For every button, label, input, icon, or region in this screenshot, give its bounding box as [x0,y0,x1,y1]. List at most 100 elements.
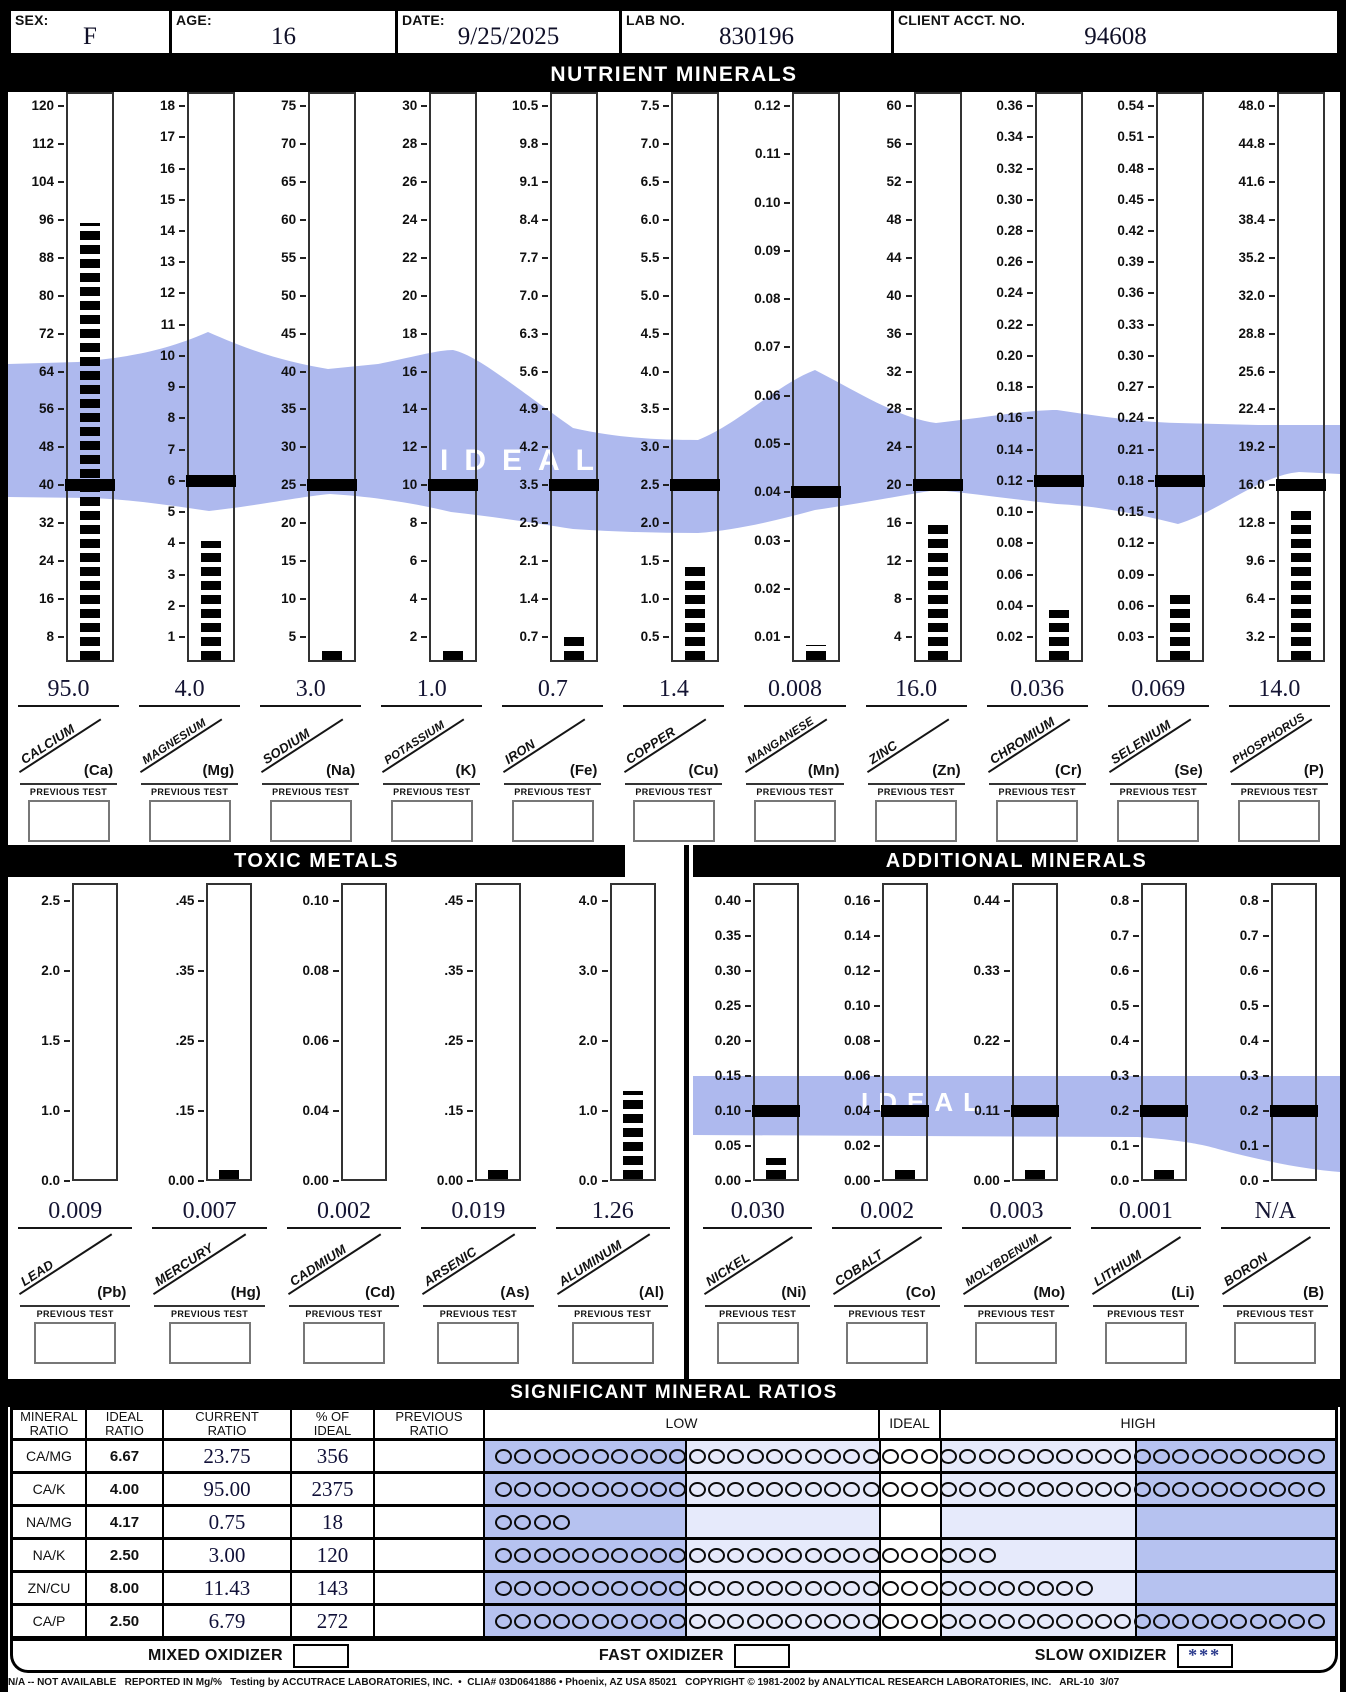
ratio-scale-circle [495,1581,512,1596]
tick-mark [1147,229,1154,232]
previous-test-box[interactable] [875,800,958,842]
previous-ratio-cell[interactable] [375,1540,485,1570]
tick-mark [421,408,428,411]
tick-label: 60 [281,211,297,227]
previous-test-label: PREVIOUS TEST [1109,783,1207,797]
tick-label: 32 [38,515,54,531]
previous-ratio-cell[interactable] [375,1441,485,1471]
ratio-scale-circle [746,1548,764,1563]
tick-mark [663,294,670,297]
previous-ratio-cell[interactable] [375,1573,485,1603]
tick-mark [745,900,751,902]
mineral-name-block: ALUMINUM (Al) [555,1227,670,1305]
ratio-scale-circle [1075,1449,1093,1464]
tick-mark [300,560,307,563]
tick-label: 17 [160,129,176,145]
previous-test-box[interactable] [34,1322,117,1364]
zone-header-high: HIGH [1120,1415,1156,1432]
tick-mark [58,256,64,259]
footer-fine-print: N/A -- NOT AVAILABLE REPORTED IN Mg/% Te… [8,1677,1120,1688]
tick-label: 0.16 [844,893,871,908]
tick-mark [179,417,186,420]
previous-test-box[interactable] [1238,800,1321,842]
previous-test-box[interactable] [975,1322,1058,1364]
ratio-scale-circle [1152,1614,1170,1629]
previous-ratio-cell[interactable] [375,1606,485,1636]
tick-label: 0.09 [754,242,781,258]
iron-chart: 10.5 9.8 9.1 8.4 7.7 7.0 6.3 5.6 4.9 4.2 3.5 2.5 2.1… [492,92,613,667]
previous-test-box[interactable] [632,800,715,842]
ideal-level-bar [1033,474,1084,487]
previous-test-box[interactable] [302,1322,385,1364]
previous-test-label: PREVIOUS TEST [988,783,1086,797]
tick-mark [745,1110,751,1112]
tick-label: 2.1 [519,553,539,569]
mineral-symbol: (Na) [326,762,356,779]
slow-oxidizer-checkbox[interactable]: *** [1176,1643,1233,1668]
pct-of-ideal-cell: 272 [292,1606,375,1636]
previous-test-label: PREVIOUS TEST [625,783,723,797]
tick-mark [905,180,912,183]
zone-shading [1136,1573,1335,1603]
col-header-mineral-ratio: MINERAL RATIO [13,1409,87,1438]
ratio-scale-circle [901,1482,919,1497]
tick-label: 12 [402,439,418,455]
previous-test-box[interactable] [27,800,110,842]
tick-label: 0.22 [996,316,1023,332]
ratio-scale-circle [901,1614,919,1629]
fast-oxidizer-checkbox[interactable] [733,1643,790,1668]
tick-mark [1147,136,1154,139]
tick-mark [421,598,428,601]
previous-test-box[interactable] [1117,800,1200,842]
tick-mark [1147,354,1154,357]
tick-mark [300,446,307,449]
tick-mark [1147,198,1154,201]
tick-mark [745,970,751,972]
ideal-level-bar [1275,479,1326,492]
tick-mark [300,218,307,221]
previous-test-box[interactable] [754,800,836,842]
tick-mark [1147,105,1154,107]
tick-label: 64 [38,363,54,379]
previous-test-box[interactable] [846,1322,929,1364]
measured-value: 1.26 [591,1198,634,1224]
ratio-scale-circle [1133,1482,1151,1497]
tick-label: 0.0 [1239,1173,1259,1188]
previous-test-box[interactable] [148,800,231,842]
previous-ratio-cell[interactable] [375,1507,485,1537]
ratio-scale-circle [1094,1614,1112,1629]
mineral-symbol: (P) [1303,762,1324,779]
value-bar [322,650,343,660]
tick-mark [421,370,428,373]
tick-label: 0.4 [1110,1033,1130,1048]
tick-mark [1026,198,1033,201]
tick-mark [64,900,70,902]
tick-label: 0.11 [974,1103,1000,1118]
previous-test-box[interactable] [390,800,473,842]
previous-test-box[interactable] [996,800,1079,842]
tick-label: .25 [444,1033,464,1048]
ratio-scale-circle [630,1449,648,1464]
tick-label: .35 [175,963,195,978]
previous-test-box[interactable] [1234,1322,1317,1364]
mixed-oxidizer-checkbox[interactable] [292,1643,349,1668]
value-underline [502,705,604,707]
previous-test-box[interactable] [269,800,352,842]
previous-test-box[interactable] [437,1322,520,1364]
previous-test-box[interactable] [571,1322,654,1364]
mineral-symbol: (Li) [1171,1284,1195,1301]
previous-test-box[interactable] [511,800,594,842]
tick-label: 0.15 [714,1068,741,1083]
previous-test-box[interactable] [1104,1322,1187,1364]
previous-ratio-cell[interactable] [375,1474,485,1504]
mineral-name: MAGNESIUM [140,716,209,767]
ratio-scale-circle [940,1548,958,1563]
previous-test-box[interactable] [168,1322,251,1364]
previous-test-box[interactable] [716,1322,799,1364]
tick-mark [1147,167,1154,170]
tick-mark [198,900,205,902]
tick-mark [179,636,186,638]
ratio-scale-circle [572,1581,590,1596]
cobalt-column: 0.16 0.14 0.12 0.10 0.08 0.06 0.04 0.02 0.00 0.00… [822,877,951,1364]
ratio-scale-circle [1133,1614,1151,1629]
